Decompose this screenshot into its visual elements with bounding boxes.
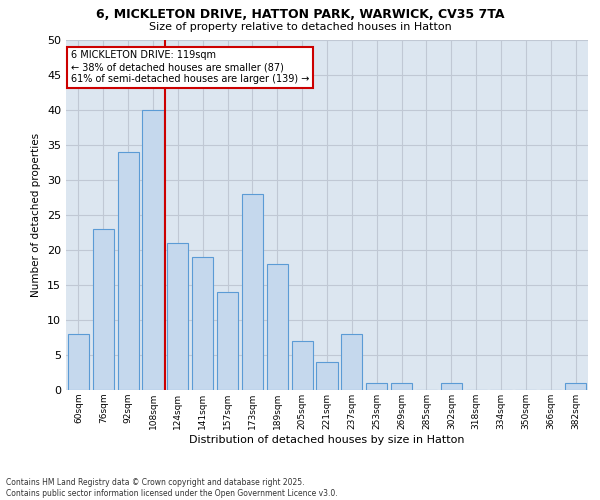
Bar: [341, 334, 362, 390]
Text: 6, MICKLETON DRIVE, HATTON PARK, WARWICK, CV35 7TA: 6, MICKLETON DRIVE, HATTON PARK, WARWICK…: [96, 8, 504, 20]
Y-axis label: Number of detached properties: Number of detached properties: [31, 133, 41, 297]
Bar: [391, 383, 412, 390]
Bar: [192, 257, 213, 390]
Bar: [267, 264, 288, 390]
Bar: [142, 110, 164, 390]
Bar: [565, 383, 586, 390]
Bar: [292, 341, 313, 390]
Text: Size of property relative to detached houses in Hatton: Size of property relative to detached ho…: [149, 22, 451, 32]
Bar: [93, 229, 114, 390]
Bar: [316, 362, 338, 390]
Text: Contains HM Land Registry data © Crown copyright and database right 2025.
Contai: Contains HM Land Registry data © Crown c…: [6, 478, 338, 498]
Bar: [68, 334, 89, 390]
Bar: [167, 243, 188, 390]
Bar: [118, 152, 139, 390]
Bar: [441, 383, 462, 390]
Bar: [242, 194, 263, 390]
Bar: [217, 292, 238, 390]
X-axis label: Distribution of detached houses by size in Hatton: Distribution of detached houses by size …: [189, 434, 465, 444]
Text: 6 MICKLETON DRIVE: 119sqm
← 38% of detached houses are smaller (87)
61% of semi-: 6 MICKLETON DRIVE: 119sqm ← 38% of detac…: [71, 50, 310, 84]
Bar: [366, 383, 387, 390]
